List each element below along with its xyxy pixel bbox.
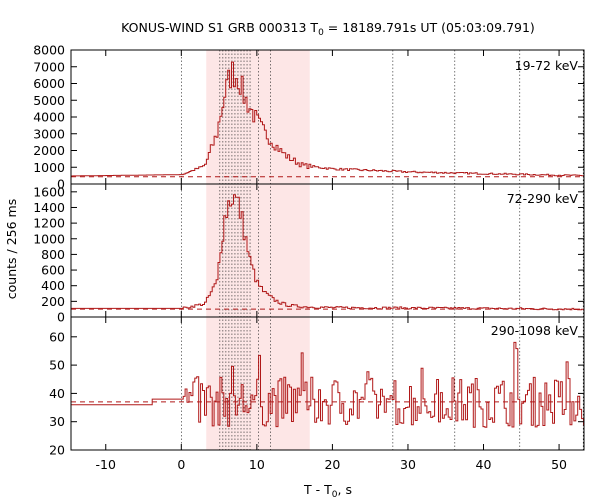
ytick-label: 800 [41,247,65,262]
ytick-label: 4000 [33,110,65,125]
ytick-label: 5000 [33,93,65,108]
ytick-label: 0 [57,310,65,325]
ytick-label: 600 [41,263,65,278]
band-label-2: 72-290 keV [507,191,579,206]
burst-interval-shade [206,50,310,450]
xtick-label: 30 [400,457,416,472]
panel-frame-1 [70,49,585,185]
chart-title: KONUS-WIND S1 GRB 000313 T0 = 18189.791s… [121,20,535,38]
ytick-label: 200 [41,294,65,309]
light-curves [71,61,584,428]
ytick-label: 2000 [33,143,65,158]
ytick-label: 20 [49,443,65,458]
ytick-label: 8000 [33,43,65,58]
xtick-label: 10 [249,457,265,472]
axes-frames [70,49,585,451]
y-axis-label: counts / 256 ms [4,199,19,299]
xtick-label: 50 [551,457,567,472]
light-curve-panel-1 [71,61,584,177]
light-curve-panel-3 [71,341,584,428]
ytick-label: 40 [49,386,65,401]
band-label-3: 290-1098 keV [491,323,579,338]
light-curve-panel-2 [71,194,584,311]
x-axis-label: T - T0, s [303,482,352,500]
axis-ticks: 0100020003000400050006000700080000200400… [33,43,584,472]
ytick-label: 60 [49,329,65,344]
band-label-1: 19-72 keV [515,58,579,73]
ytick-label: 3000 [33,126,65,141]
ytick-label: 1400 [33,200,65,215]
panel-frame-3 [70,316,585,451]
ytick-label: 1600 [33,184,65,199]
ytick-label: 1000 [33,231,65,246]
xtick-label: 20 [324,457,340,472]
xtick-label: 40 [476,457,492,472]
ytick-label: 1000 [33,160,65,175]
xtick-label: -10 [96,457,116,472]
ytick-label: 0 [57,177,65,192]
xtick-label: 0 [177,457,185,472]
shaded-intervals [206,50,310,450]
ytick-label: 400 [41,278,65,293]
ytick-label: 6000 [33,76,65,91]
ytick-label: 50 [49,358,65,373]
ytick-label: 7000 [33,59,65,74]
ytick-label: 30 [49,414,65,429]
ytick-label: 1200 [33,216,65,231]
